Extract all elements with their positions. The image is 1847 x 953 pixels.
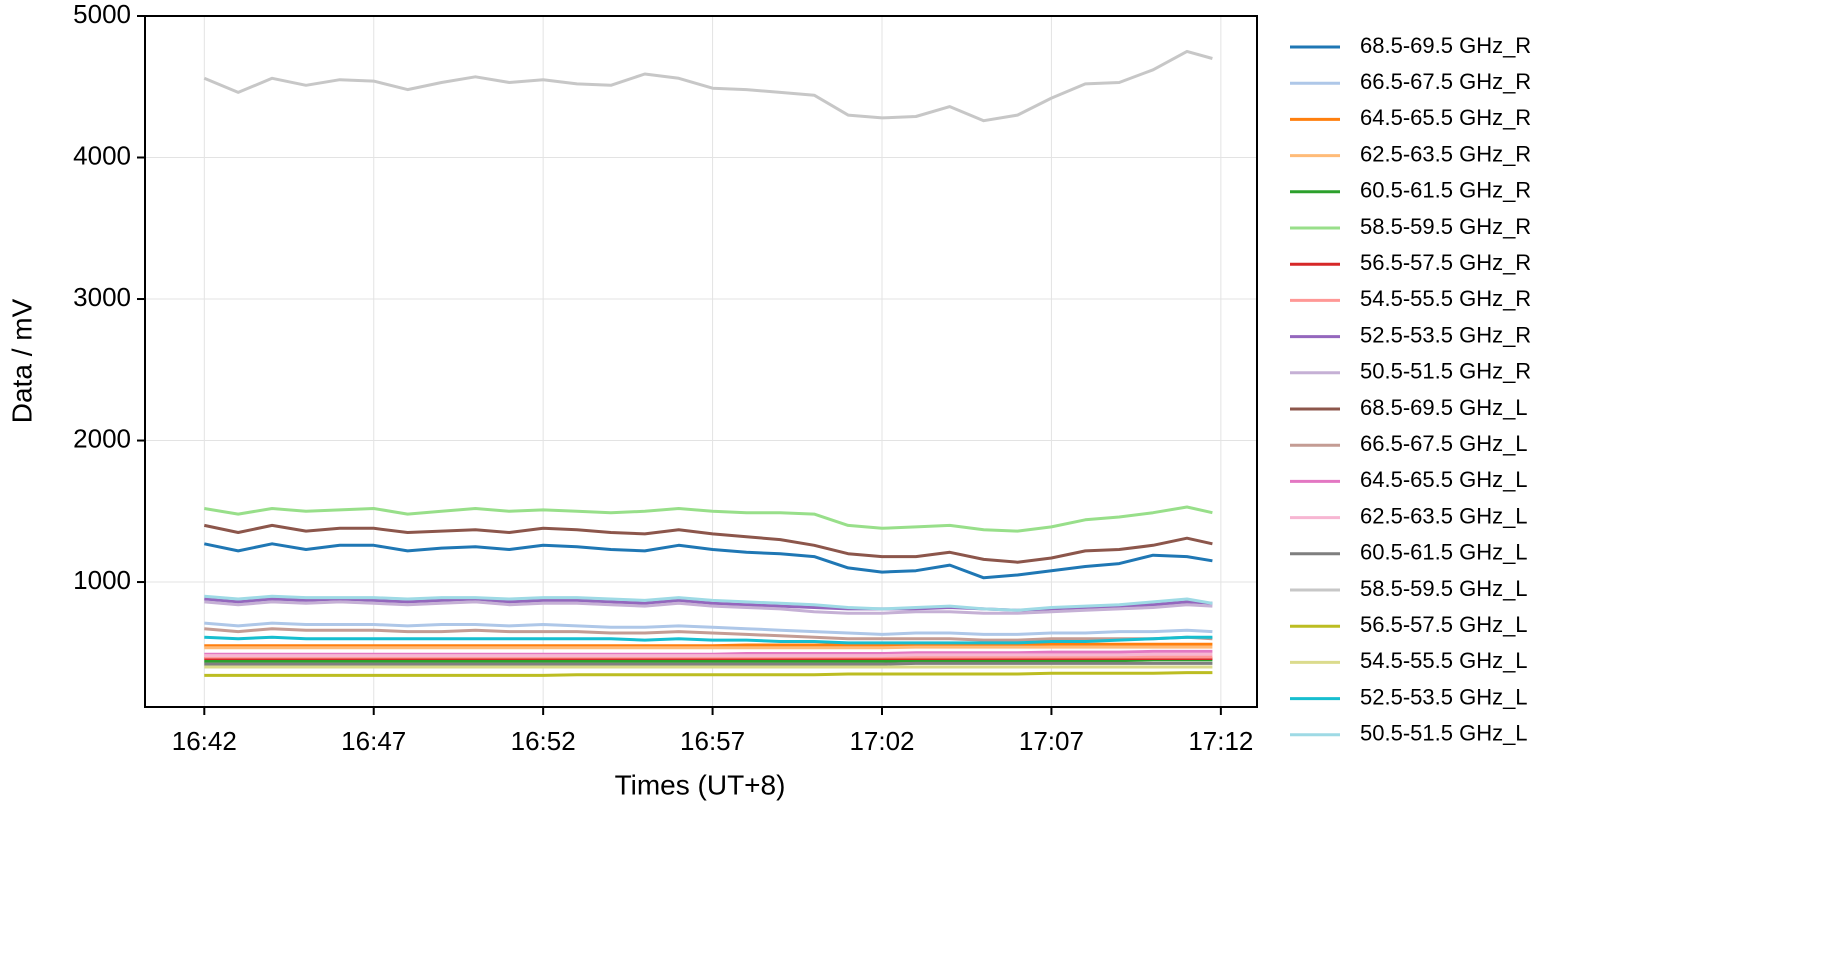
series-line <box>203 523 1213 564</box>
legend-label: 62.5-63.5 GHz_L <box>1360 503 1528 528</box>
legend-label: 66.5-67.5 GHz_R <box>1360 69 1531 94</box>
legend-label: 54.5-55.5 GHz_R <box>1360 286 1531 311</box>
legend-label: 62.5-63.5 GHz_R <box>1360 141 1531 166</box>
y-tick-label: 4000 <box>73 140 131 170</box>
legend-label: 50.5-51.5 GHz_R <box>1360 359 1531 384</box>
x-tick-label: 16:47 <box>341 726 406 756</box>
legend-label: 56.5-57.5 GHz_R <box>1360 250 1531 275</box>
y-axis-label: Data / mV <box>6 298 37 423</box>
legend-label: 58.5-59.5 GHz_L <box>1360 576 1528 601</box>
x-tick-label: 16:52 <box>511 726 576 756</box>
legend-label: 68.5-69.5 GHz_R <box>1360 33 1531 58</box>
x-tick-label: 16:57 <box>680 726 745 756</box>
legend-label: 52.5-53.5 GHz_L <box>1360 684 1528 709</box>
legend-label: 66.5-67.5 GHz_L <box>1360 431 1528 456</box>
y-tick-label: 3000 <box>73 282 131 312</box>
legend-label: 64.5-65.5 GHz_L <box>1360 467 1528 492</box>
series-line <box>204 645 1213 650</box>
series-line <box>204 658 1213 663</box>
series-line <box>204 652 1213 658</box>
series-line <box>204 642 1213 648</box>
legend-label: 58.5-59.5 GHz_R <box>1360 214 1531 239</box>
y-tick-label: 1000 <box>73 565 131 595</box>
series-line <box>203 49 1213 123</box>
y-tick-label: 5000 <box>73 0 131 29</box>
series-line <box>204 627 1213 642</box>
series-line <box>204 635 1213 645</box>
x-tick-label: 16:42 <box>172 726 237 756</box>
legend-label: 68.5-69.5 GHz_L <box>1360 395 1528 420</box>
legend-label: 50.5-51.5 GHz_L <box>1360 721 1528 746</box>
y-tick-label: 2000 <box>73 423 131 453</box>
x-tick-label: 17:02 <box>849 726 914 756</box>
series-line <box>204 505 1213 533</box>
legend-label: 52.5-53.5 GHz_R <box>1360 322 1531 347</box>
series-line <box>204 600 1213 615</box>
legend-label: 60.5-61.5 GHz_L <box>1360 540 1528 565</box>
x-tick-label: 17:07 <box>1019 726 1084 756</box>
x-tick-label: 17:12 <box>1188 726 1253 756</box>
series-line <box>204 661 1213 666</box>
legend-label: 64.5-65.5 GHz_R <box>1360 105 1531 130</box>
legend-label: 60.5-61.5 GHz_R <box>1360 178 1531 203</box>
legend-label: 56.5-57.5 GHz_L <box>1360 612 1528 637</box>
x-axis-label: Times (UT+8) <box>615 769 786 800</box>
legend-label: 54.5-55.5 GHz_L <box>1360 648 1528 673</box>
series-line <box>204 621 1213 636</box>
series-line <box>204 594 1213 612</box>
series-line <box>204 671 1213 677</box>
plot-frame <box>144 15 1258 708</box>
series-line <box>203 542 1213 580</box>
